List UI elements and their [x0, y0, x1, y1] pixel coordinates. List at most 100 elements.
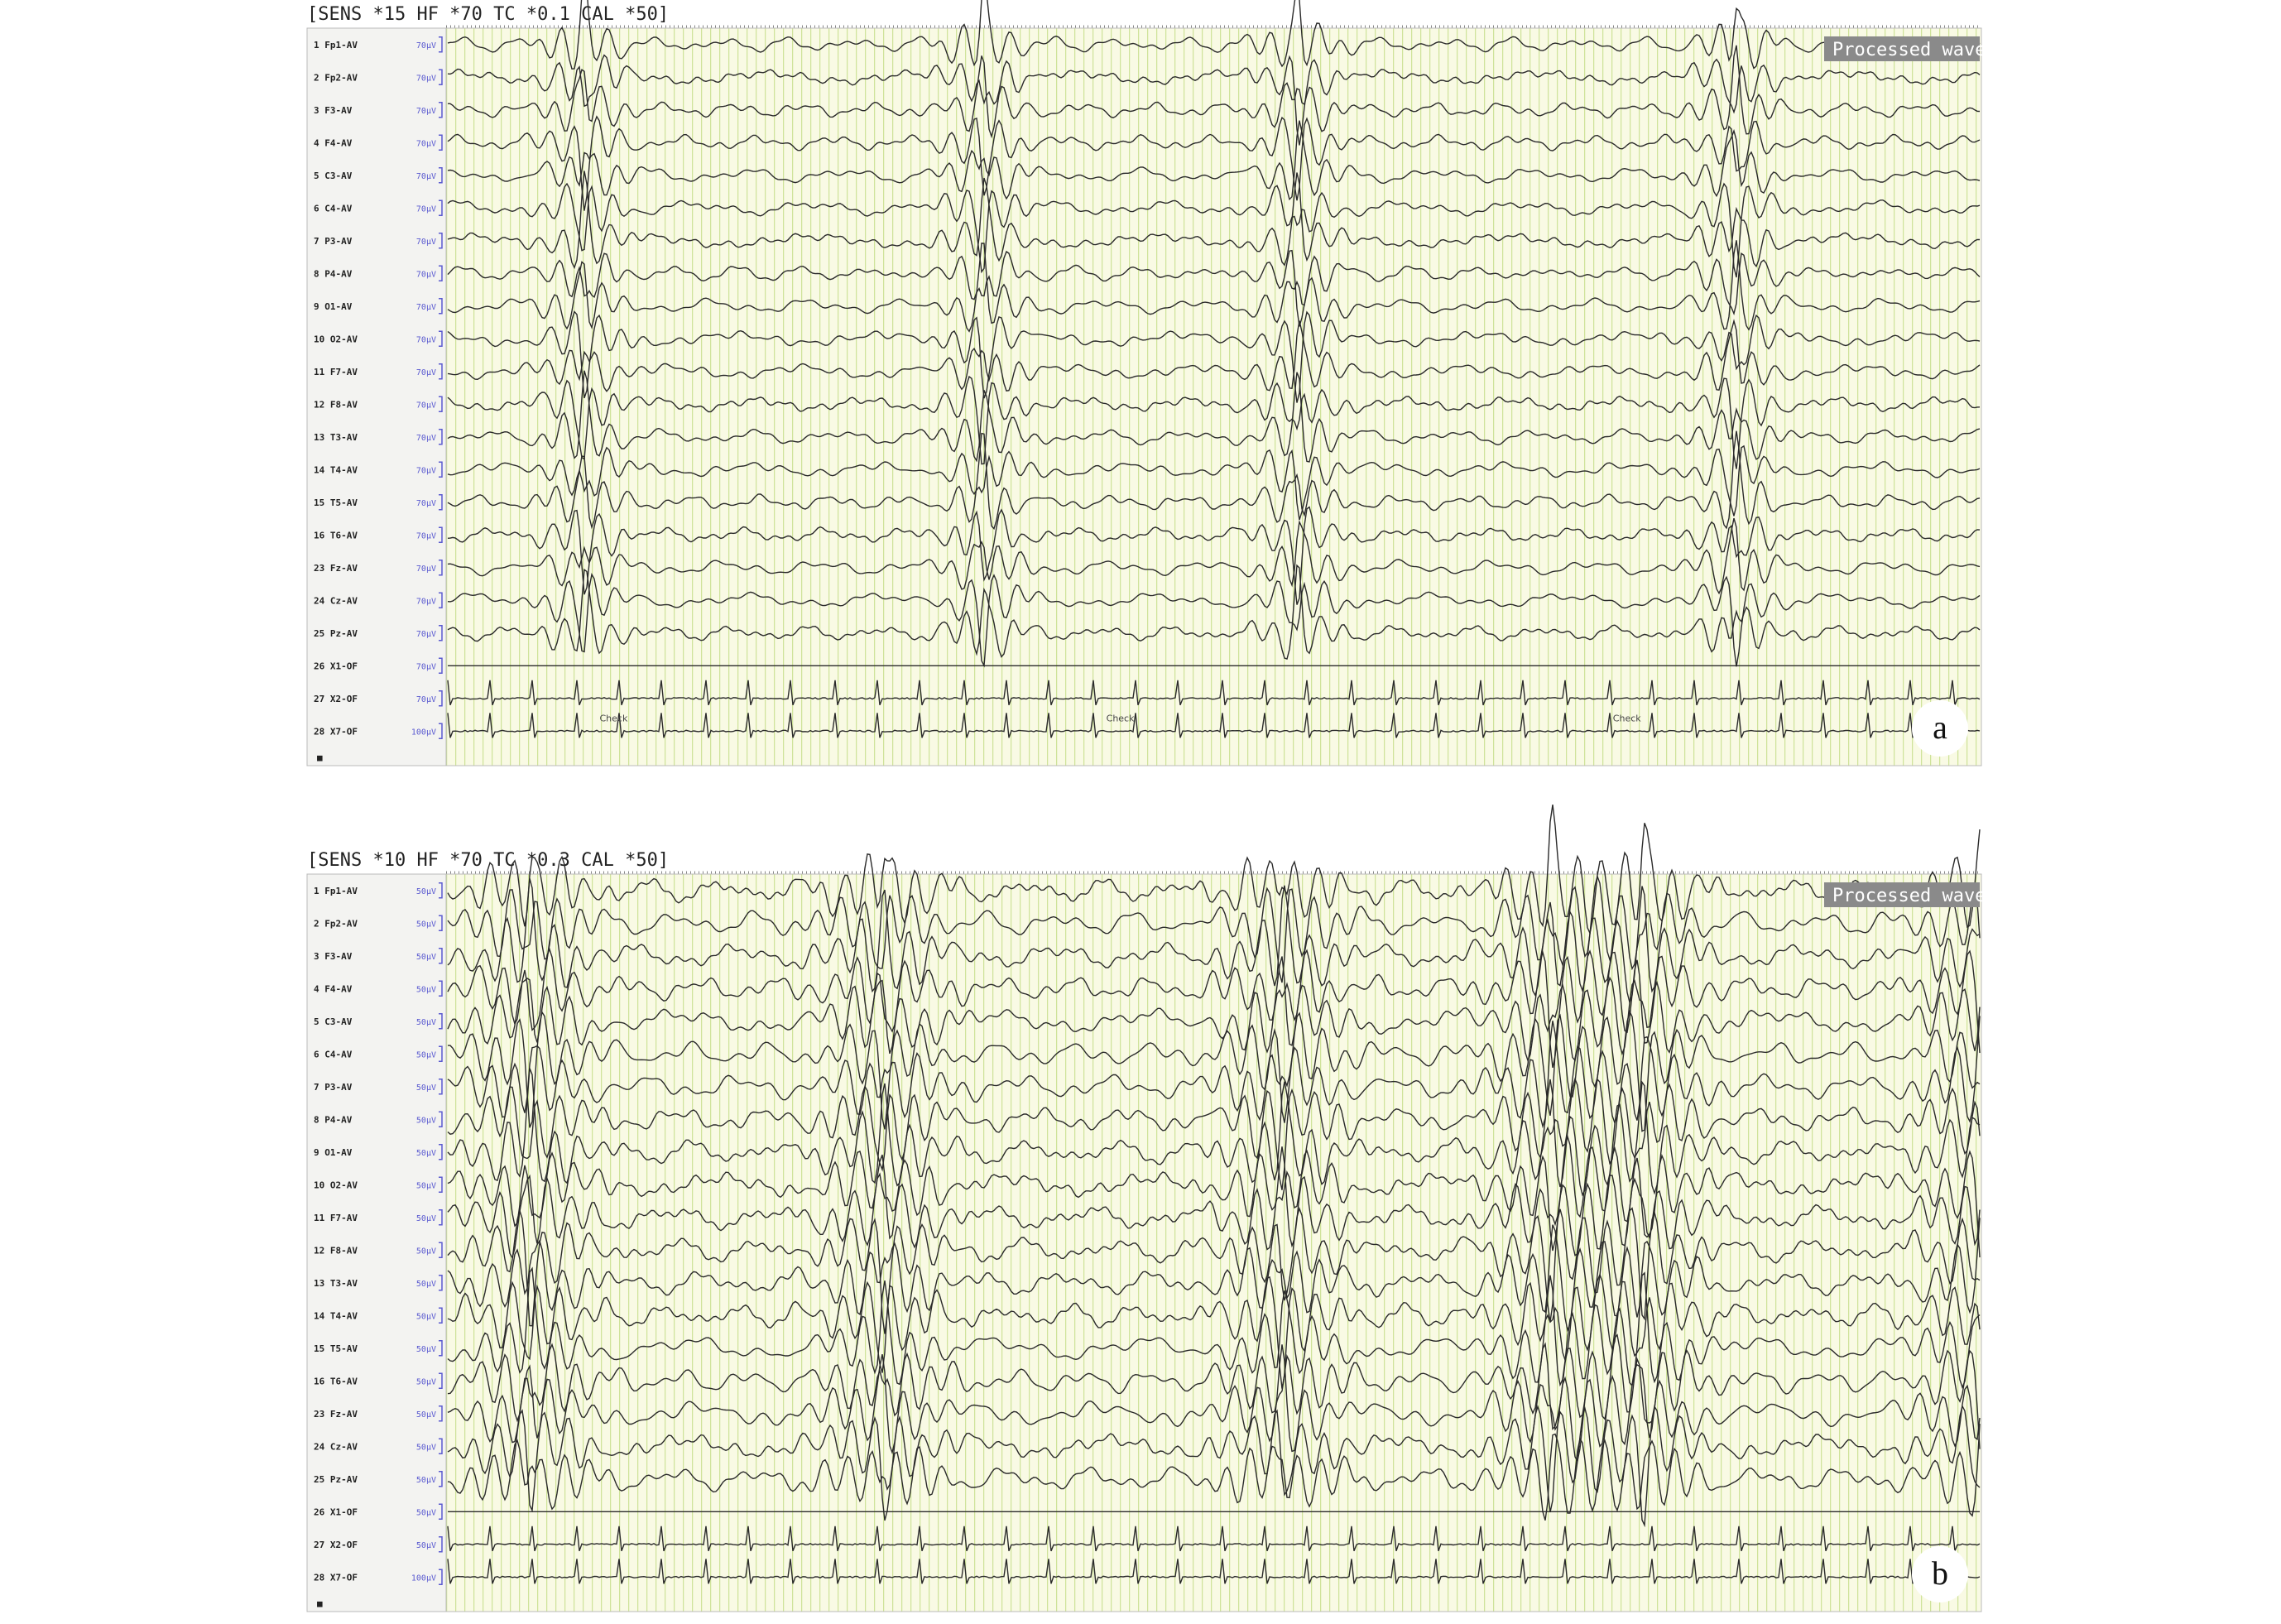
channel-label: 14 T4-AV — [314, 464, 358, 475]
channel-label: 27 X2-OF — [314, 694, 358, 704]
sensitivity-label: 70μV — [416, 107, 436, 116]
cal-bracket — [439, 1176, 443, 1193]
channel-label: 9 O1-AV — [314, 1147, 353, 1158]
channel-label: 1 Fp1-AV — [314, 40, 358, 50]
channel-label: 27 X2-OF — [314, 1540, 358, 1550]
eeg-trace — [447, 517, 1981, 595]
sensitivity-label: 50μV — [416, 1149, 436, 1158]
cal-bracket — [439, 1209, 443, 1226]
cal-bracket — [439, 915, 443, 931]
channel-label: 15 T5-AV — [314, 1343, 358, 1354]
badge: Processed wave — [1832, 40, 1986, 60]
sensitivity-label: 70μV — [416, 695, 436, 704]
sensitivity-label: 70μV — [416, 597, 436, 606]
cal-bracket — [439, 363, 443, 380]
ecg-trace — [447, 680, 1981, 706]
sensitivity-label: 70μV — [416, 630, 436, 639]
channel-label: 5 C3-AV — [314, 1016, 353, 1027]
sensitivity-label: 50μV — [416, 920, 436, 929]
eeg-trace — [447, 1016, 1981, 1129]
eeg-trace — [447, 115, 1981, 211]
sensitivity-label: 70μV — [416, 401, 436, 410]
eeg-trace — [447, 1146, 1981, 1260]
eeg-trace — [447, 1206, 1981, 1334]
sensitivity-label: 100μV — [411, 728, 436, 737]
channel-label: 25 Pz-AV — [314, 1474, 358, 1485]
plot-area — [445, 27, 1982, 766]
sensitivity-label: 50μV — [416, 1050, 436, 1059]
eeg-trace — [447, 249, 1981, 327]
ecg-trace — [447, 1526, 1981, 1552]
cal-bracket — [439, 1079, 443, 1095]
cal-bracket — [439, 1307, 443, 1324]
sensitivity-label: 70μV — [416, 531, 436, 541]
sensitivity-label: 50μV — [416, 1312, 436, 1321]
sensitivity-label: 70μV — [416, 368, 436, 377]
channel-label: 11 F7-AV — [314, 367, 358, 377]
cal-bracket — [439, 948, 443, 964]
sensitivity-label: 70μV — [416, 74, 436, 83]
cal-bracket — [439, 1536, 443, 1553]
cal-bracket — [439, 1471, 443, 1487]
cal-bracket — [439, 1111, 443, 1127]
eeg-trace — [447, 1424, 1981, 1521]
event-label: Check — [1107, 713, 1135, 723]
cal-bracket — [439, 69, 443, 85]
eeg-trace — [447, 572, 1981, 668]
eeg-trace — [447, 375, 1981, 469]
channel-label: 2 Fp2-AV — [314, 72, 358, 83]
channel-label: 2 Fp2-AV — [314, 918, 358, 929]
cal-bracket — [439, 1013, 443, 1030]
panel-letter-bg — [1912, 1546, 1968, 1602]
cal-bracket — [439, 199, 443, 216]
cal-bracket — [439, 233, 443, 249]
eeg-trace — [447, 182, 1981, 278]
cal-bracket — [439, 592, 443, 608]
sensitivity-label: 70μV — [416, 499, 436, 508]
channel-label: 4 F4-AV — [314, 983, 353, 994]
channel-label: 25 Pz-AV — [314, 628, 358, 639]
eeg-trace — [447, 319, 1981, 392]
channel-label: 3 F3-AV — [314, 951, 353, 962]
channel-label: 6 C4-AV — [314, 1049, 353, 1059]
sensitivity-label: 50μV — [416, 1083, 436, 1093]
badge-bg — [1824, 882, 1980, 907]
eeg-trace — [447, 506, 1981, 605]
sensitivity-label: 70μV — [416, 172, 436, 181]
cal-bracket — [439, 1438, 443, 1454]
sensitivity-label: 50μV — [416, 1018, 436, 1027]
sensitivity-label: 50μV — [416, 1476, 436, 1485]
channel-label: 7 P3-AV — [314, 236, 353, 247]
eeg-trace — [447, 956, 1981, 1063]
eeg-trace — [447, 370, 1981, 463]
cal-bracket — [439, 36, 443, 53]
channel-label: 11 F7-AV — [314, 1213, 358, 1223]
cal-bracket — [439, 461, 443, 478]
sensitivity-label: 70μV — [416, 238, 436, 247]
event-label: Check — [600, 713, 628, 723]
channel-label: 3 F3-AV — [314, 105, 353, 116]
eeg-trace — [447, 54, 1981, 146]
cal-bracket — [439, 265, 443, 281]
eeg-trace — [447, 45, 1981, 139]
channel-label: 10 O2-AV — [314, 334, 358, 344]
channel-label: 7 P3-AV — [314, 1082, 353, 1093]
sensitivity-label: 50μV — [416, 953, 436, 962]
cal-bracket — [439, 167, 443, 184]
eeg-trace — [447, 1333, 1981, 1449]
eeg-panel: [SENS *10 HF *70 TC *0.3 CAL *50]1 Fp1-A… — [306, 805, 1986, 1612]
channel-label: 5 C3-AV — [314, 171, 353, 181]
channel-label: 26 X1-OF — [314, 661, 358, 671]
cal-bracket — [439, 690, 443, 707]
cal-bracket — [439, 1372, 443, 1389]
eeg-trace — [447, 1404, 1981, 1528]
sensitivity-label: 70μV — [416, 565, 436, 574]
channel-label: 28 X7-OF — [314, 1572, 358, 1583]
cal-bracket — [439, 1275, 443, 1291]
sensitivity-label: 70μV — [416, 335, 436, 344]
channel-label: 9 O1-AV — [314, 301, 353, 312]
eeg-trace — [447, 1068, 1981, 1197]
settings-header: [SENS *15 HF *70 TC *0.1 CAL *50] — [307, 4, 669, 25]
channel-label: 13 T3-AV — [314, 432, 358, 443]
sensitivity-label: 70μV — [416, 139, 436, 148]
